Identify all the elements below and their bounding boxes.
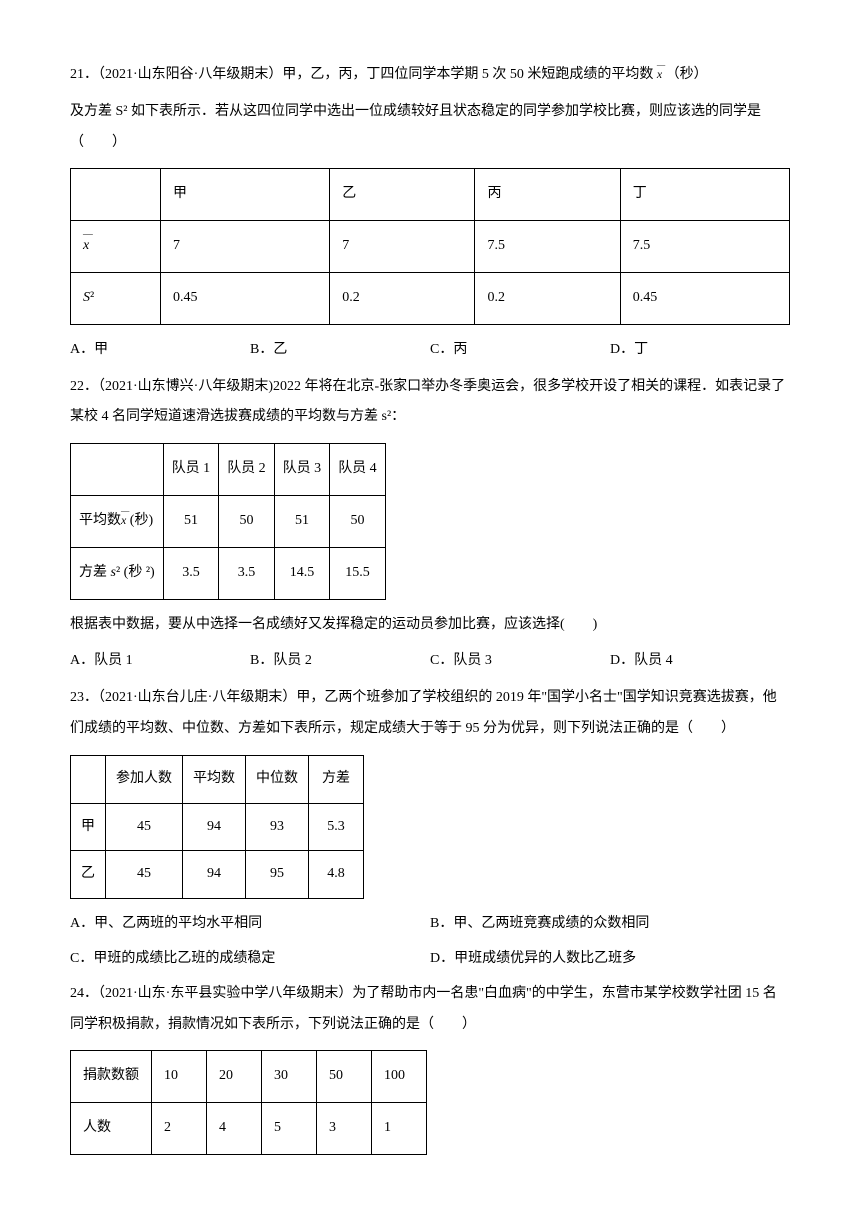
cell: 0.2 [475, 272, 620, 324]
cell: 30 [262, 1051, 317, 1103]
cell: 3.5 [219, 547, 275, 599]
option-d: D．甲班成绩优异的人数比乙班多 [430, 944, 790, 975]
cell: 10 [152, 1051, 207, 1103]
q21-text3: 及方差 S² 如下表所示．若从这四位同学中选出一位成绩较好且状态稳定的同学参加学… [70, 97, 790, 159]
cell: 20 [207, 1051, 262, 1103]
q23-text1: 23．（2021·山东台儿庄·八年级期末）甲，乙两个班参加了学校组织的 2019… [70, 683, 790, 745]
q23-table: 参加人数 平均数 中位数 方差 甲 45 94 93 5.3 乙 45 94 9… [70, 755, 364, 899]
cell: 14.5 [274, 547, 330, 599]
option-c: C．队员 3 [430, 646, 610, 677]
table-row: S² 0.45 0.2 0.2 0.45 [71, 272, 790, 324]
cell: 51 [163, 495, 219, 547]
q24-table: 捐款数额 10 20 30 50 100 人数 2 4 5 3 1 [70, 1050, 427, 1155]
cell: 人数 [71, 1103, 152, 1155]
q24-text1: 24．（2021·山东·东平县实验中学八年级期末）为了帮助市内一名患"白血病"的… [70, 979, 790, 1041]
table-row: 甲 45 94 93 5.3 [71, 803, 364, 851]
cell: 平均数 [183, 755, 246, 803]
cell: 甲 [161, 169, 330, 221]
option-b: B．队员 2 [250, 646, 430, 677]
table-row: 人数 2 4 5 3 1 [71, 1103, 427, 1155]
cell: 7 [330, 221, 475, 273]
cell: 51 [274, 495, 330, 547]
cell: 捐款数额 [71, 1051, 152, 1103]
cell: 50 [330, 495, 386, 547]
option-a: A．甲 [70, 335, 250, 366]
cell: 7.5 [475, 221, 620, 273]
cell: 95 [246, 851, 309, 899]
cell [71, 169, 161, 221]
cell: 50 [317, 1051, 372, 1103]
cell: 乙 [71, 851, 106, 899]
cell: 1 [372, 1103, 427, 1155]
cell: 5 [262, 1103, 317, 1155]
table-row: 队员 1 队员 2 队员 3 队员 4 [71, 444, 386, 496]
cell: 94 [183, 803, 246, 851]
cell: x [71, 221, 161, 273]
cell: 100 [372, 1051, 427, 1103]
option-d: D．队员 4 [610, 646, 790, 677]
cell: 平均数x (秒) [71, 495, 164, 547]
option-b: B．乙 [250, 335, 430, 366]
q23-options: A．甲、乙两班的平均水平相同 B．甲、乙两班竞赛成绩的众数相同 C．甲班的成绩比… [70, 909, 790, 979]
cell: 5.3 [309, 803, 364, 851]
cell: 队员 4 [330, 444, 386, 496]
option-a: A．甲、乙两班的平均水平相同 [70, 909, 430, 940]
cell: 2 [152, 1103, 207, 1155]
cell: 0.45 [620, 272, 789, 324]
table-row: x 7 7 7.5 7.5 [71, 221, 790, 273]
cell: 4.8 [309, 851, 364, 899]
table-row: 方差 s² (秒 ²) 3.5 3.5 14.5 15.5 [71, 547, 386, 599]
cell: 3 [317, 1103, 372, 1155]
cell: 7 [161, 221, 330, 273]
cell: 参加人数 [106, 755, 183, 803]
cell: 0.2 [330, 272, 475, 324]
table-row: 乙 45 94 95 4.8 [71, 851, 364, 899]
q22-text1: 22．（2021·山东博兴·八年级期末)2022 年将在北京-张家口举办冬季奥运… [70, 372, 790, 434]
cell: 丁 [620, 169, 789, 221]
q21-text1: 21．（2021·山东阳谷·八年级期末）甲，乙，丙，丁四位同学本学期 5 次 5… [70, 67, 653, 82]
cell: 7.5 [620, 221, 789, 273]
cell: 94 [183, 851, 246, 899]
q21-text: 21．（2021·山东阳谷·八年级期末）甲，乙，丙，丁四位同学本学期 5 次 5… [70, 60, 790, 91]
table-row: 平均数x (秒) 51 50 51 50 [71, 495, 386, 547]
cell: 方差 [309, 755, 364, 803]
q21-text2: （秒） [666, 67, 708, 82]
cell: 15.5 [330, 547, 386, 599]
cell: 93 [246, 803, 309, 851]
cell: 甲 [71, 803, 106, 851]
x-bar-symbol: x [657, 61, 662, 87]
option-c: C．甲班的成绩比乙班的成绩稳定 [70, 944, 430, 975]
cell: 4 [207, 1103, 262, 1155]
cell: 队员 1 [163, 444, 219, 496]
cell: 乙 [330, 169, 475, 221]
table-row: 甲 乙 丙 丁 [71, 169, 790, 221]
cell: 队员 3 [274, 444, 330, 496]
cell: 45 [106, 851, 183, 899]
cell: 3.5 [163, 547, 219, 599]
q22-table: 队员 1 队员 2 队员 3 队员 4 平均数x (秒) 51 50 51 50… [70, 443, 386, 599]
cell: S² [71, 272, 161, 324]
q22-options: A．队员 1 B．队员 2 C．队员 3 D．队员 4 [70, 646, 790, 677]
cell: 方差 s² (秒 ²) [71, 547, 164, 599]
cell [71, 755, 106, 803]
cell [71, 444, 164, 496]
option-d: D．丁 [610, 335, 790, 366]
cell: 丙 [475, 169, 620, 221]
table-row: 捐款数额 10 20 30 50 100 [71, 1051, 427, 1103]
table-row: 参加人数 平均数 中位数 方差 [71, 755, 364, 803]
cell: 队员 2 [219, 444, 275, 496]
cell: 中位数 [246, 755, 309, 803]
q22-text2: 根据表中数据，要从中选择一名成绩好又发挥稳定的运动员参加比赛，应该选择( ) [70, 610, 790, 641]
option-b: B．甲、乙两班竞赛成绩的众数相同 [430, 909, 790, 940]
cell: 45 [106, 803, 183, 851]
option-c: C．丙 [430, 335, 610, 366]
cell: 0.45 [161, 272, 330, 324]
cell: 50 [219, 495, 275, 547]
option-a: A．队员 1 [70, 646, 250, 677]
q21-table: 甲 乙 丙 丁 x 7 7 7.5 7.5 S² 0.45 0.2 0.2 0.… [70, 168, 790, 324]
q21-options: A．甲 B．乙 C．丙 D．丁 [70, 335, 790, 366]
